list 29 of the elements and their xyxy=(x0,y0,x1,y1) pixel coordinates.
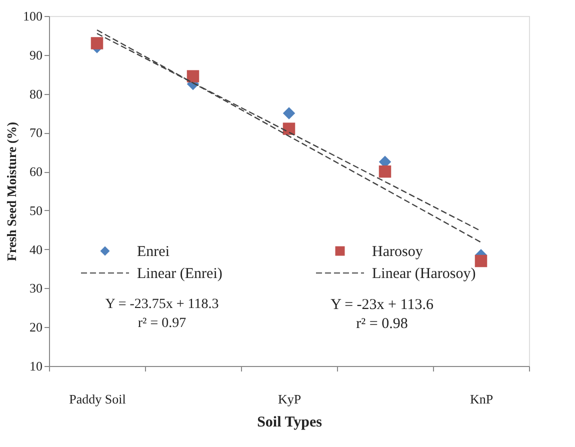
legend-label: Enrei xyxy=(137,244,170,260)
y-tick-label: 100 xyxy=(23,8,42,24)
y-tick-label: 70 xyxy=(30,125,42,140)
y-tick-label: 40 xyxy=(30,242,42,257)
y-tick-label: 80 xyxy=(30,86,42,102)
y-tick-label: 20 xyxy=(30,320,42,335)
x-tick-label: Paddy Soil xyxy=(69,392,126,406)
legend-label: Linear (Harosoy) xyxy=(372,266,476,282)
x-axis-title: Soil Types xyxy=(257,414,322,430)
annotation: r² = 0.97 xyxy=(138,316,186,331)
point xyxy=(282,107,296,120)
point xyxy=(378,165,392,178)
point xyxy=(186,70,200,82)
legend-label: Harosoy xyxy=(372,244,424,260)
y-tick-label: 90 xyxy=(30,47,42,62)
point xyxy=(282,122,296,135)
annotation: Y = -23.75x + 118.3 xyxy=(105,297,219,312)
x-tick-label: KnP xyxy=(470,392,494,406)
y-tick-label: 60 xyxy=(30,164,42,180)
point xyxy=(474,254,488,268)
annotation: Y = -23x + 113.6 xyxy=(330,297,434,313)
y-tick-label: 50 xyxy=(30,202,42,218)
annotation: r² = 0.98 xyxy=(356,316,408,332)
legend-label: Linear (Enrei) xyxy=(137,266,222,282)
point xyxy=(90,37,104,50)
y-tick-label: 30 xyxy=(30,280,42,296)
y-tick-label: 10 xyxy=(30,358,42,374)
y-axis-title: Fresh Seed Moisture (%) xyxy=(4,122,19,262)
x-tick-label: KyP xyxy=(278,392,302,406)
